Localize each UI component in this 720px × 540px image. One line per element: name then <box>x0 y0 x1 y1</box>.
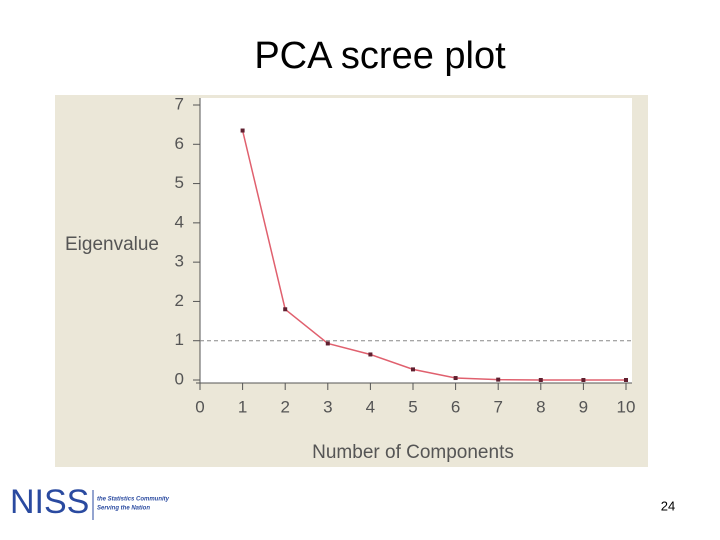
data-point <box>538 378 543 382</box>
y-tick-label: 6 <box>175 134 184 153</box>
x-tick-label: 3 <box>323 397 332 416</box>
logo-tagline: the Statistics Community <box>97 497 170 503</box>
y-tick-label: 0 <box>175 369 184 388</box>
x-tick-label: 7 <box>493 397 502 416</box>
data-point <box>496 377 501 382</box>
page-number: 24 <box>661 498 675 513</box>
x-tick-label: 4 <box>366 397 375 416</box>
x-tick-label: 5 <box>408 397 417 416</box>
y-axis-label: Eigenvalue <box>65 234 159 255</box>
chart-title: PCA scree plot <box>254 35 506 77</box>
data-point <box>453 376 458 381</box>
data-point <box>624 378 628 382</box>
x-tick-label: 9 <box>579 397 588 416</box>
logo-tagline: Serving the Nation <box>97 506 150 512</box>
x-tick-label: 1 <box>238 397 247 416</box>
series-line <box>241 130 626 381</box>
x-tick-label: 10 <box>617 397 636 416</box>
y-tick-label: 4 <box>175 212 184 231</box>
y-tick-label: 5 <box>175 173 184 192</box>
y-tick-label: 2 <box>175 291 184 310</box>
data-point <box>581 378 586 382</box>
y-tick-label: 1 <box>175 330 184 349</box>
x-tick-label: 2 <box>280 397 289 416</box>
plot-area <box>200 98 632 383</box>
data-point <box>283 307 288 312</box>
logo: NISS <box>10 483 89 521</box>
data-point <box>368 352 373 357</box>
x-tick-label: 8 <box>536 397 545 416</box>
x-tick-label: 0 <box>195 397 204 416</box>
data-point <box>240 128 245 133</box>
data-point <box>325 341 330 346</box>
x-tick-label: 6 <box>451 397 460 416</box>
y-tick-label: 3 <box>175 252 184 271</box>
data-point <box>411 367 415 372</box>
y-tick-label: 7 <box>175 94 184 113</box>
x-axis-label: Number of Components <box>312 442 514 463</box>
